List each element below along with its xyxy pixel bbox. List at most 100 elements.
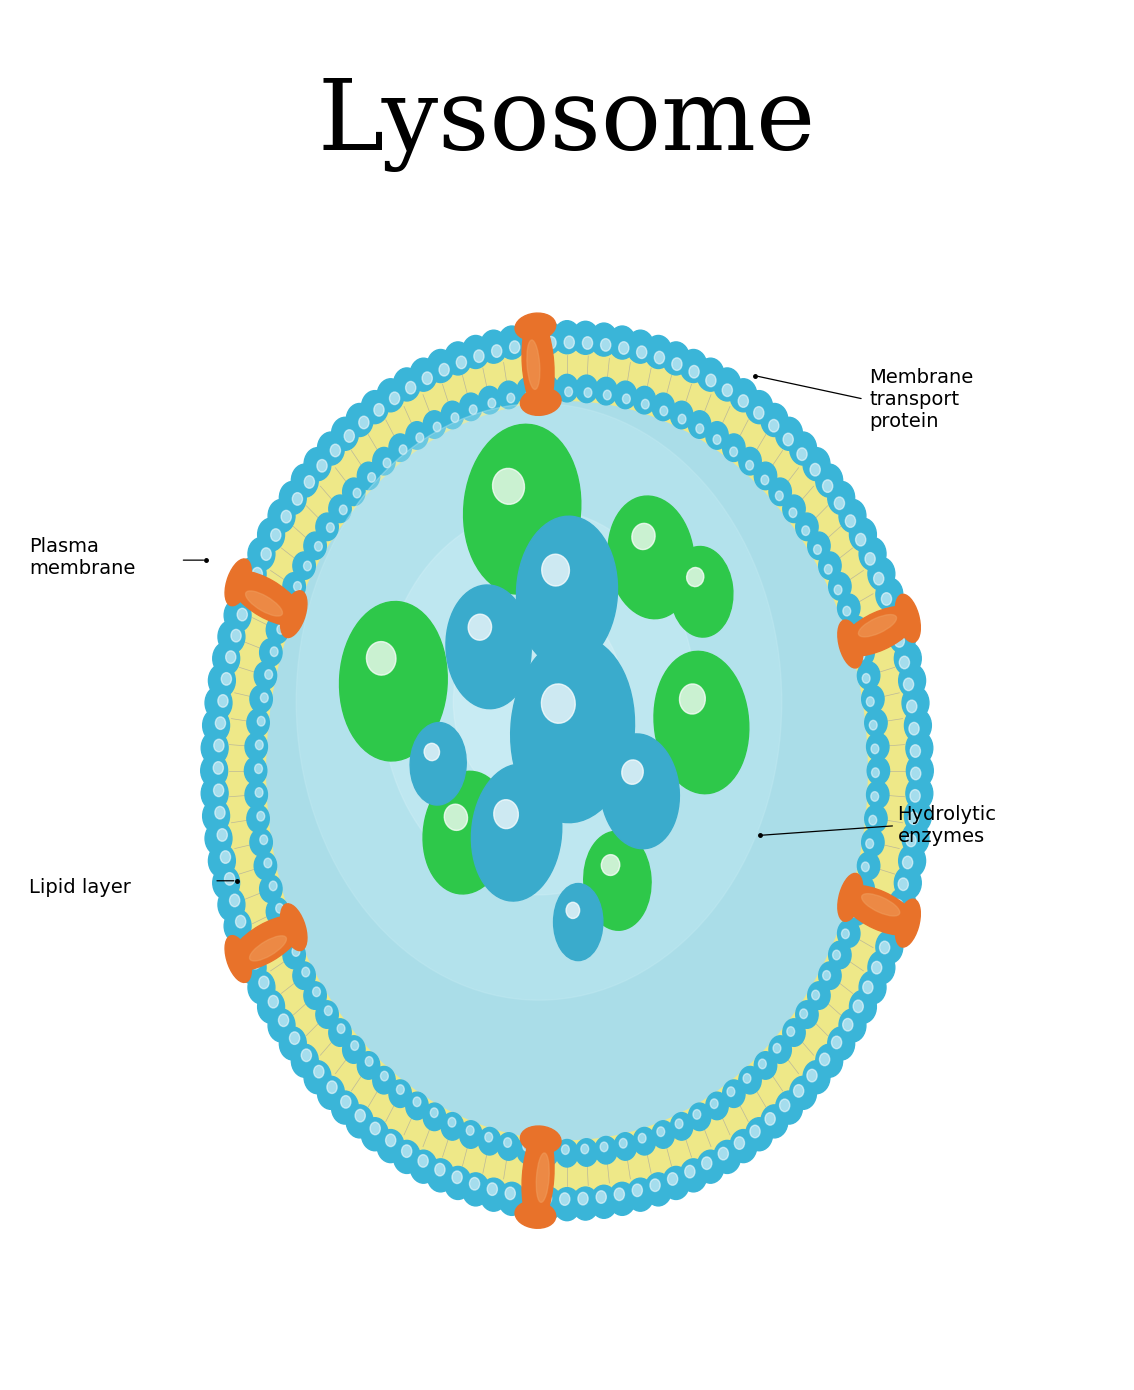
Circle shape bbox=[822, 970, 830, 980]
Circle shape bbox=[330, 453, 759, 979]
Circle shape bbox=[829, 573, 852, 600]
Circle shape bbox=[645, 335, 671, 368]
Circle shape bbox=[722, 384, 733, 396]
Circle shape bbox=[517, 1186, 543, 1218]
Circle shape bbox=[615, 1188, 625, 1201]
Ellipse shape bbox=[515, 313, 556, 341]
Circle shape bbox=[868, 557, 895, 591]
Circle shape bbox=[418, 1155, 429, 1168]
Circle shape bbox=[373, 448, 395, 475]
Circle shape bbox=[865, 553, 875, 566]
Circle shape bbox=[671, 357, 682, 370]
Circle shape bbox=[872, 962, 882, 974]
Circle shape bbox=[378, 1130, 404, 1162]
Circle shape bbox=[383, 459, 391, 468]
Ellipse shape bbox=[840, 606, 917, 656]
Circle shape bbox=[244, 588, 254, 600]
Ellipse shape bbox=[621, 760, 643, 784]
Circle shape bbox=[739, 448, 761, 475]
Circle shape bbox=[282, 941, 305, 969]
Circle shape bbox=[904, 678, 914, 691]
Circle shape bbox=[260, 835, 268, 845]
Circle shape bbox=[898, 878, 908, 891]
Circle shape bbox=[776, 417, 803, 450]
Circle shape bbox=[277, 624, 285, 634]
Circle shape bbox=[807, 981, 830, 1009]
Circle shape bbox=[796, 1001, 818, 1029]
Circle shape bbox=[892, 899, 903, 912]
Circle shape bbox=[266, 898, 289, 926]
Circle shape bbox=[406, 1093, 429, 1120]
Circle shape bbox=[279, 1013, 289, 1027]
Circle shape bbox=[231, 578, 259, 610]
Circle shape bbox=[697, 359, 723, 391]
Circle shape bbox=[813, 545, 821, 555]
Circle shape bbox=[411, 359, 437, 391]
Circle shape bbox=[289, 1031, 299, 1044]
Circle shape bbox=[761, 475, 769, 485]
Ellipse shape bbox=[464, 424, 581, 594]
Circle shape bbox=[812, 990, 820, 999]
Circle shape bbox=[225, 599, 251, 632]
Circle shape bbox=[249, 685, 272, 713]
Circle shape bbox=[517, 377, 539, 404]
Circle shape bbox=[215, 717, 226, 730]
Circle shape bbox=[454, 596, 625, 808]
Circle shape bbox=[526, 389, 534, 399]
Circle shape bbox=[799, 1009, 807, 1019]
Circle shape bbox=[662, 1166, 689, 1200]
Circle shape bbox=[633, 386, 655, 414]
Circle shape bbox=[556, 374, 578, 402]
Circle shape bbox=[423, 411, 446, 438]
Circle shape bbox=[439, 363, 449, 377]
Circle shape bbox=[572, 1187, 599, 1220]
Circle shape bbox=[541, 1193, 551, 1205]
Circle shape bbox=[229, 894, 239, 906]
Circle shape bbox=[357, 1052, 380, 1079]
Circle shape bbox=[209, 844, 236, 877]
Circle shape bbox=[498, 327, 525, 359]
Circle shape bbox=[697, 1150, 723, 1183]
Circle shape bbox=[406, 381, 416, 393]
Circle shape bbox=[203, 799, 229, 833]
Circle shape bbox=[214, 739, 225, 752]
Circle shape bbox=[845, 898, 868, 926]
Ellipse shape bbox=[553, 884, 603, 960]
Circle shape bbox=[279, 481, 306, 514]
Circle shape bbox=[327, 1081, 337, 1094]
Circle shape bbox=[205, 821, 232, 855]
Circle shape bbox=[428, 1159, 454, 1191]
Ellipse shape bbox=[838, 873, 863, 922]
Circle shape bbox=[382, 509, 696, 895]
Circle shape bbox=[824, 564, 832, 574]
Circle shape bbox=[769, 1036, 792, 1063]
Circle shape bbox=[730, 1130, 756, 1162]
Circle shape bbox=[536, 375, 559, 403]
Circle shape bbox=[251, 956, 261, 969]
Circle shape bbox=[257, 518, 285, 550]
Circle shape bbox=[591, 322, 617, 356]
Circle shape bbox=[668, 1173, 678, 1186]
Circle shape bbox=[865, 709, 887, 737]
Text: Lysosome: Lysosome bbox=[318, 76, 816, 172]
Circle shape bbox=[645, 1173, 671, 1207]
Circle shape bbox=[636, 346, 646, 359]
Circle shape bbox=[881, 592, 891, 605]
Circle shape bbox=[856, 885, 864, 895]
Circle shape bbox=[591, 1186, 617, 1218]
Circle shape bbox=[416, 432, 424, 442]
Circle shape bbox=[545, 388, 553, 398]
Text: Plasma
membrane: Plasma membrane bbox=[29, 537, 136, 578]
Circle shape bbox=[902, 821, 929, 855]
Circle shape bbox=[362, 1118, 388, 1151]
Circle shape bbox=[797, 448, 807, 460]
Circle shape bbox=[260, 639, 282, 666]
Circle shape bbox=[849, 990, 877, 1023]
Circle shape bbox=[782, 495, 805, 523]
Circle shape bbox=[498, 381, 519, 409]
Circle shape bbox=[296, 403, 781, 1001]
Circle shape bbox=[660, 406, 668, 416]
Circle shape bbox=[488, 399, 496, 409]
Circle shape bbox=[355, 1109, 365, 1122]
Circle shape bbox=[505, 1187, 515, 1200]
